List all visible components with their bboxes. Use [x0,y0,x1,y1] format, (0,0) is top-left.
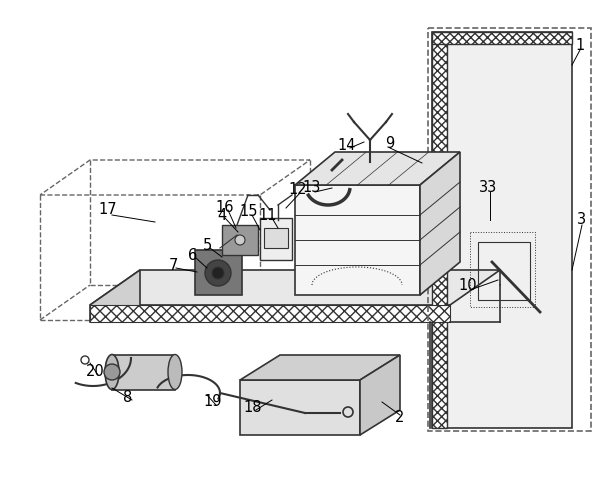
Text: 7: 7 [168,258,178,272]
Text: 12: 12 [289,183,307,197]
Text: 5: 5 [202,238,212,252]
Polygon shape [112,355,175,390]
Polygon shape [260,218,292,260]
Polygon shape [295,185,420,295]
Polygon shape [432,32,572,428]
Ellipse shape [168,355,182,390]
Text: 1: 1 [575,37,585,53]
Text: 11: 11 [259,207,277,222]
Polygon shape [90,305,450,322]
Text: 20: 20 [86,365,105,380]
Bar [478,242,530,300]
Text: 3: 3 [578,213,587,228]
Bar [470,232,535,307]
Text: 9: 9 [385,135,395,151]
Text: 10: 10 [458,278,477,293]
Text: 6: 6 [188,248,198,262]
Polygon shape [90,270,140,322]
Text: 14: 14 [338,138,356,152]
Polygon shape [222,225,258,255]
Text: 18: 18 [244,400,262,414]
Polygon shape [90,270,500,305]
Polygon shape [240,355,400,380]
Text: 8: 8 [123,391,133,405]
Circle shape [205,260,231,286]
Text: 4: 4 [218,207,227,222]
Polygon shape [264,228,288,248]
Polygon shape [420,152,460,295]
Circle shape [104,364,120,380]
Polygon shape [360,355,400,435]
Text: 15: 15 [240,205,258,219]
Text: 16: 16 [216,200,234,216]
Text: 2: 2 [395,411,405,425]
Polygon shape [195,250,242,295]
Text: 33: 33 [479,181,497,196]
Polygon shape [432,32,447,428]
Text: 13: 13 [303,181,321,196]
Polygon shape [240,380,360,435]
Ellipse shape [105,355,119,390]
Polygon shape [295,152,460,185]
Bar [428,28,591,431]
Circle shape [212,267,224,279]
Text: 17: 17 [98,203,117,217]
Polygon shape [432,32,572,44]
Circle shape [235,235,245,245]
Text: 19: 19 [204,394,223,410]
